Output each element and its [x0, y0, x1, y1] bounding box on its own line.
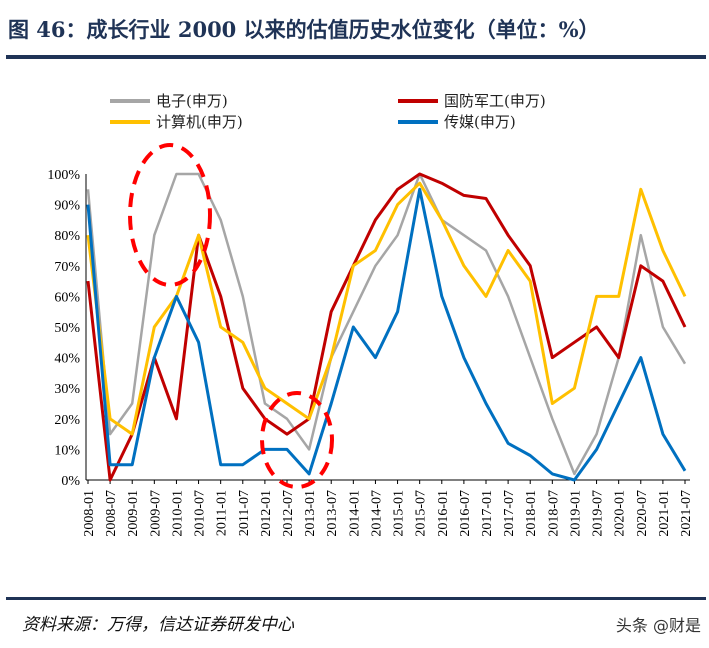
x-tick-label: 2019-07: [591, 490, 606, 537]
x-tick-label: 2012-01: [259, 490, 274, 537]
x-tick-label: 2017-07: [502, 490, 517, 537]
x-tick-label: 2009-01: [126, 490, 141, 537]
x-tick-label: 2016-01: [436, 490, 451, 537]
x-tick-label: 2009-07: [148, 490, 163, 537]
x-tick-label: 2010-01: [170, 490, 185, 537]
legend-swatch: [110, 98, 150, 103]
y-tick-label: 30%: [54, 382, 80, 397]
x-tick-label: 2015-01: [392, 490, 407, 537]
x-tick-label: 2020-01: [613, 490, 628, 537]
legend-swatch: [398, 98, 438, 103]
y-tick-label: 0%: [61, 474, 80, 489]
legend-label: 国防军工(申万): [444, 92, 546, 110]
x-tick-label: 2008-07: [104, 490, 119, 537]
chart-plot: 0% 10% 20% 30% 40% 50% 60% 70% 80% 90% 100% 2008-01…: [47, 143, 694, 537]
x-tick-label: 2011-07: [237, 490, 252, 536]
x-tick-label: 2008-01: [82, 490, 97, 537]
legend-label: 传媒(申万): [444, 113, 516, 131]
title-rule: [6, 55, 706, 59]
series-line-3: [86, 187, 687, 482]
x-tick-label: 2014-01: [347, 490, 362, 537]
x-tick-label: 2021-07: [679, 490, 694, 537]
y-tick-label: 40%: [54, 352, 80, 367]
legend-item-computer: 计算机(申万): [110, 111, 243, 132]
legend-swatch: [110, 119, 150, 124]
y-tick-label: 90%: [54, 199, 80, 214]
x-tick-label: 2019-01: [568, 490, 583, 537]
legend-item-media: 传媒(申万): [398, 111, 516, 132]
y-tick-label: 70%: [54, 260, 80, 275]
legend-item-defense: 国防军工(申万): [398, 90, 546, 111]
annotation-ellipse-2: [260, 391, 334, 489]
y-tick-label: 60%: [54, 290, 80, 305]
x-tick-label: 2015-07: [414, 490, 429, 537]
y-tick-label: 100%: [47, 168, 80, 183]
x-tick-label: 2016-07: [458, 490, 473, 537]
x-tick-label: 2010-07: [193, 490, 208, 537]
series-line-2: [86, 181, 687, 436]
legend-item-electronics: 电子(申万): [110, 90, 228, 111]
series-line-0: [86, 172, 687, 476]
source-note: 资料来源：万得，信达证券研发中心: [22, 615, 294, 635]
y-tick-label: 80%: [54, 229, 80, 244]
x-tick-label: 2013-07: [325, 490, 340, 537]
y-tick-label: 20%: [54, 413, 80, 428]
y-tick-label: 10%: [54, 443, 80, 458]
x-tick-label: 2020-07: [635, 490, 650, 537]
x-tick-label: 2018-07: [546, 490, 561, 537]
x-tick-label: 2021-01: [657, 490, 672, 537]
x-tick-label: 2011-01: [215, 490, 230, 536]
watermark: 头条 @财是: [615, 616, 701, 635]
legend-swatch: [398, 119, 438, 124]
x-tick-label: 2014-07: [369, 490, 384, 537]
x-tick-label: 2013-01: [303, 490, 318, 537]
annotation-ellipse-1: [128, 143, 212, 287]
chart-title: 图 46：成长行业 2000 以来的估值历史水位变化（单位：%）: [8, 17, 600, 42]
x-tick-label: 2012-07: [281, 490, 296, 537]
legend-label: 计算机(申万): [156, 113, 243, 131]
y-tick-label: 50%: [54, 321, 80, 336]
x-tick-label: 2017-01: [480, 490, 495, 537]
legend-label: 电子(申万): [156, 92, 228, 110]
series-line-1: [86, 172, 687, 482]
footer-rule: [6, 597, 706, 600]
x-tick-label: 2018-01: [524, 490, 539, 537]
